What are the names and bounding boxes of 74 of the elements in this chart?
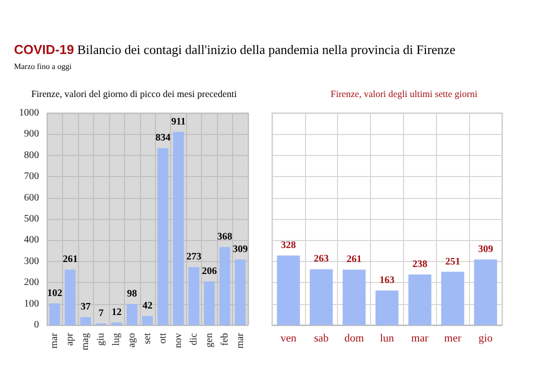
x-tick-label: set xyxy=(142,332,153,344)
data-label: 309 xyxy=(478,244,494,255)
y-tick-label: 100 xyxy=(24,298,39,310)
bar xyxy=(276,255,300,325)
data-label: 238 xyxy=(412,259,428,270)
data-label: 206 xyxy=(202,266,217,277)
x-tick-label: dic xyxy=(188,332,200,346)
chart-subtitle: Marzo fino a oggi xyxy=(14,62,72,71)
data-label: 37 xyxy=(80,302,91,313)
x-tick-label: dom xyxy=(344,332,364,344)
x-tick-label: gio xyxy=(478,332,494,344)
data-label: 7 xyxy=(98,308,104,320)
x-tick-label: mag xyxy=(80,333,92,350)
y-tick-label: 600 xyxy=(24,192,39,204)
data-label: 12 xyxy=(112,306,122,318)
bar xyxy=(310,269,333,325)
y-tick-label: 500 xyxy=(24,214,39,224)
data-label: 309 xyxy=(232,244,248,255)
data-label: 263 xyxy=(314,254,329,265)
bar xyxy=(158,148,168,325)
bar xyxy=(474,259,498,325)
data-label: 911 xyxy=(171,116,186,128)
x-tick-label: feb xyxy=(219,333,230,346)
bar xyxy=(173,132,184,325)
y-tick-label: 400 xyxy=(24,234,39,246)
bar xyxy=(80,317,92,325)
x-tick-label: nov xyxy=(172,333,184,348)
y-tick-label: 1000 xyxy=(19,108,39,118)
bar xyxy=(64,270,76,325)
x-tick-label: ven xyxy=(280,332,297,344)
x-tick-label: ago xyxy=(126,333,138,348)
x-tick-label: giu xyxy=(96,333,107,346)
x-tick-label: sab xyxy=(314,332,330,344)
bar xyxy=(408,274,432,325)
x-tick-label: mar xyxy=(234,332,246,349)
x-tick-label: mer xyxy=(444,332,462,344)
bar xyxy=(204,281,215,325)
data-label: 251 xyxy=(445,256,460,268)
data-label: 261 xyxy=(346,254,362,266)
data-label: 98 xyxy=(127,288,138,300)
bar xyxy=(49,303,60,325)
y-tick-label: 300 xyxy=(24,256,39,267)
x-tick-label: mar xyxy=(49,332,60,349)
y-tick-label: 0 xyxy=(34,320,39,330)
y-tick-label: 200 xyxy=(24,277,39,288)
data-label: 368 xyxy=(217,231,232,242)
data-label: 328 xyxy=(280,240,296,251)
x-tick-label: mar xyxy=(411,332,429,344)
chart-title: COVID-19 Bilancio dei contagi dall'inizio della pandemia nella provincia di Firenze xyxy=(14,42,456,58)
bar xyxy=(219,246,230,325)
data-label: 42 xyxy=(142,300,152,312)
bar xyxy=(234,259,246,325)
bar xyxy=(342,270,366,325)
bar xyxy=(441,272,464,325)
bar xyxy=(188,267,200,325)
data-label: 261 xyxy=(62,254,78,266)
bar xyxy=(376,290,398,325)
bar xyxy=(126,304,138,325)
bar xyxy=(142,316,153,325)
y-tick-label: 900 xyxy=(24,128,39,140)
text: Firenze, valori del giorno di picco dei mesi precedenti xyxy=(31,90,238,100)
data-label: 273 xyxy=(186,252,202,263)
x-tick-label: ott xyxy=(157,332,168,344)
y-tick-label: 800 xyxy=(24,150,39,161)
x-tick-label: lug xyxy=(111,333,122,346)
data-label: 163 xyxy=(380,274,394,286)
text: Firenze, valori degli ultimi sette giorni xyxy=(330,90,478,100)
x-tick-label: lun xyxy=(380,332,395,344)
data-label: 102 xyxy=(47,288,62,299)
data-label: 834 xyxy=(155,132,170,144)
bar xyxy=(111,322,122,325)
x-tick-label: apr xyxy=(64,332,76,346)
y-tick-label: 700 xyxy=(24,171,39,182)
x-tick-label: gen xyxy=(204,333,215,348)
